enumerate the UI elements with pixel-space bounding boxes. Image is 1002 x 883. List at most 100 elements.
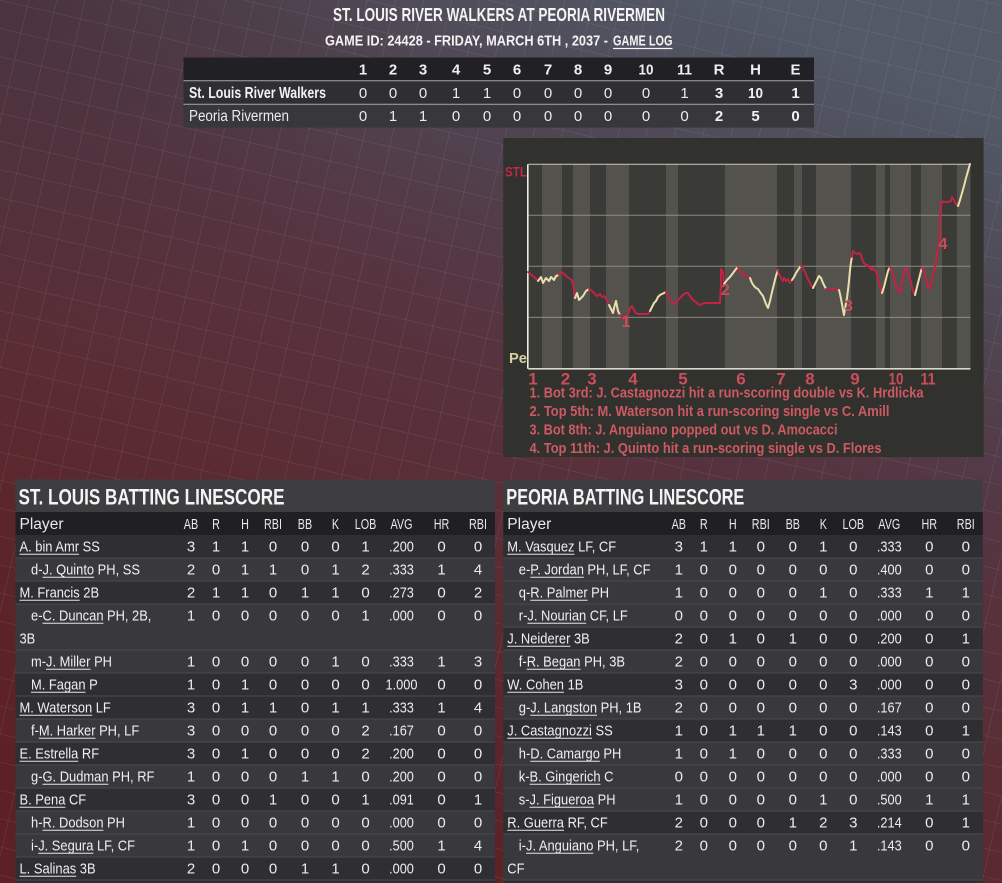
svg-text:0: 0 xyxy=(789,585,797,602)
svg-text:1: 1 xyxy=(187,677,195,694)
svg-text:1: 1 xyxy=(269,792,277,809)
svg-text:i-: i- xyxy=(519,838,526,855)
svg-text:R: R xyxy=(212,516,220,533)
svg-text:0: 0 xyxy=(331,723,339,740)
svg-text:0: 0 xyxy=(962,769,970,786)
svg-text:1: 1 xyxy=(729,746,737,763)
svg-text:0: 0 xyxy=(437,746,445,763)
svg-text:0: 0 xyxy=(925,654,933,671)
svg-text:0: 0 xyxy=(789,700,797,717)
svg-text:3: 3 xyxy=(849,815,857,832)
svg-text:1: 1 xyxy=(437,700,445,717)
svg-text:H: H xyxy=(729,516,737,533)
svg-text:0: 0 xyxy=(301,700,309,717)
svg-text:0: 0 xyxy=(474,539,482,556)
svg-text:g-: g- xyxy=(519,700,531,717)
svg-text:0: 0 xyxy=(269,585,277,602)
svg-text:1: 1 xyxy=(187,838,195,855)
svg-text:J. Neiderer: J. Neiderer xyxy=(507,631,570,648)
svg-text:1: 1 xyxy=(729,539,737,556)
svg-text:0: 0 xyxy=(700,631,708,648)
svg-text:0: 0 xyxy=(962,608,970,625)
svg-text:1: 1 xyxy=(331,861,339,878)
svg-text:0: 0 xyxy=(301,723,309,740)
svg-text:0: 0 xyxy=(757,539,765,556)
svg-text:0: 0 xyxy=(925,631,933,648)
svg-text:.214: .214 xyxy=(877,815,902,832)
svg-text:1: 1 xyxy=(962,815,970,832)
svg-text:0: 0 xyxy=(301,815,309,832)
svg-text:M. Waterson: M. Waterson xyxy=(20,700,93,717)
svg-text:0: 0 xyxy=(212,723,220,740)
svg-text:1: 1 xyxy=(474,792,482,809)
svg-text:P: P xyxy=(86,677,98,694)
svg-text:AVG: AVG xyxy=(878,516,900,533)
svg-text:q-: q- xyxy=(519,585,531,602)
svg-text:1: 1 xyxy=(361,608,369,625)
svg-text:2: 2 xyxy=(361,723,369,740)
svg-text:LF, CF: LF, CF xyxy=(93,838,135,855)
svg-text:AB: AB xyxy=(184,516,198,533)
svg-text:0: 0 xyxy=(212,815,220,832)
svg-text:0: 0 xyxy=(212,562,220,579)
svg-text:J. Segura: J. Segura xyxy=(38,838,94,855)
svg-text:0: 0 xyxy=(269,769,277,786)
svg-text:0: 0 xyxy=(925,562,933,579)
svg-text:3B: 3B xyxy=(76,861,95,878)
svg-text:4: 4 xyxy=(939,236,948,253)
svg-text:0: 0 xyxy=(359,85,367,102)
svg-text:0: 0 xyxy=(819,838,827,855)
svg-text:3: 3 xyxy=(675,677,683,694)
svg-text:0: 0 xyxy=(212,608,220,625)
svg-text:1: 1 xyxy=(819,585,827,602)
svg-text:0: 0 xyxy=(680,108,688,125)
svg-text:0: 0 xyxy=(819,654,827,671)
svg-text:0: 0 xyxy=(962,838,970,855)
svg-text:2: 2 xyxy=(715,108,723,125)
svg-text:0: 0 xyxy=(789,654,797,671)
svg-text:0: 0 xyxy=(729,815,737,832)
svg-text:.143: .143 xyxy=(877,838,902,855)
svg-text:0: 0 xyxy=(301,792,309,809)
svg-text:1: 1 xyxy=(675,585,683,602)
svg-text:G. Dudman: G. Dudman xyxy=(43,769,109,786)
svg-text:1: 1 xyxy=(241,746,249,763)
svg-text:1: 1 xyxy=(241,700,249,717)
svg-text:PH: PH xyxy=(91,654,113,671)
svg-text:LF: LF xyxy=(92,700,111,717)
svg-text:1: 1 xyxy=(187,654,195,671)
svg-text:LOB: LOB xyxy=(843,516,865,533)
svg-text:RBI: RBI xyxy=(264,516,282,533)
svg-text:i-: i- xyxy=(31,838,38,855)
svg-text:1: 1 xyxy=(361,700,369,717)
svg-text:0: 0 xyxy=(925,746,933,763)
svg-text:1: 1 xyxy=(437,562,445,579)
svg-text:PH, 3B: PH, 3B xyxy=(581,654,626,671)
svg-text:0: 0 xyxy=(729,562,737,579)
svg-text:0: 0 xyxy=(757,769,765,786)
svg-text:0: 0 xyxy=(241,815,249,832)
svg-text:AB: AB xyxy=(672,516,686,533)
svg-text:3: 3 xyxy=(849,677,857,694)
svg-text:0: 0 xyxy=(474,769,482,786)
svg-text:2: 2 xyxy=(389,62,397,79)
svg-text:0: 0 xyxy=(819,677,827,694)
svg-text:0: 0 xyxy=(241,608,249,625)
svg-text:0: 0 xyxy=(241,769,249,786)
svg-text:0: 0 xyxy=(331,792,339,809)
svg-text:0: 0 xyxy=(789,838,797,855)
svg-text:4: 4 xyxy=(474,838,482,855)
svg-text:E: E xyxy=(790,62,800,79)
svg-text:0: 0 xyxy=(269,861,277,878)
svg-text:0: 0 xyxy=(604,108,612,125)
svg-text:0: 0 xyxy=(757,654,765,671)
svg-text:D. Camargo: D. Camargo xyxy=(530,746,600,763)
svg-text:3. Bot 8th: J. Anguiano popped: 3. Bot 8th: J. Anguiano popped out vs D.… xyxy=(530,422,838,439)
svg-text:3: 3 xyxy=(187,539,195,556)
svg-text:1: 1 xyxy=(331,654,339,671)
svg-text:7: 7 xyxy=(544,62,552,79)
svg-text:W. Cohen: W. Cohen xyxy=(507,677,564,694)
svg-text:0: 0 xyxy=(642,85,650,102)
svg-text:0: 0 xyxy=(849,792,857,809)
svg-text:0: 0 xyxy=(757,700,765,717)
